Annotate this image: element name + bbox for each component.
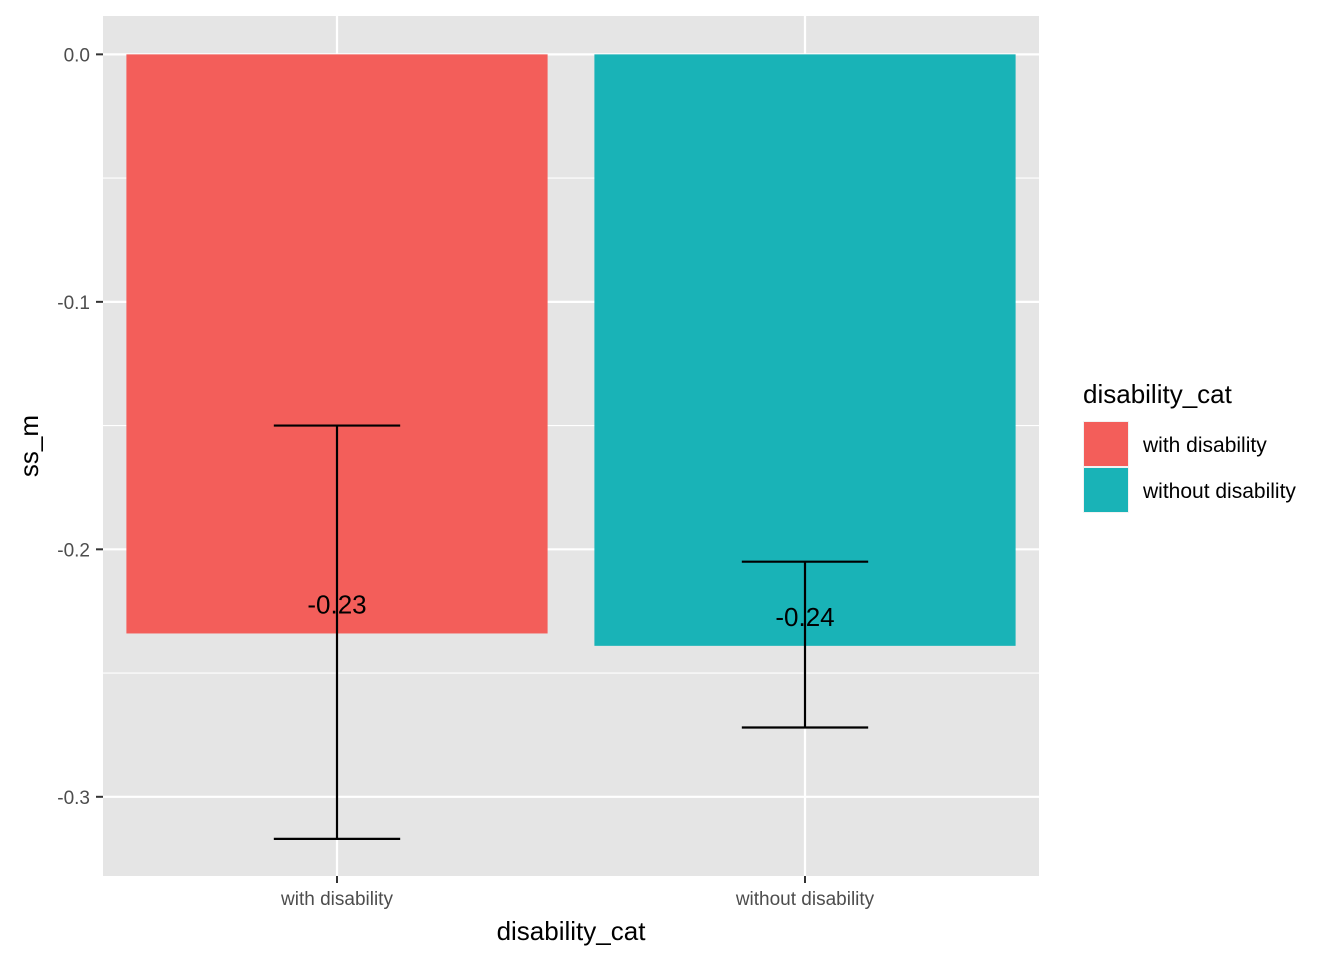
data-label: -0.23 [307, 589, 366, 619]
error-bars [273, 424, 869, 840]
x-tick-label: without disability [735, 889, 875, 910]
y-tick-label: 0.0 [64, 45, 90, 66]
legend-label: without disability [1142, 480, 1296, 503]
x-tick-label: with disability [280, 889, 393, 910]
legend: disability_cat with disability without di… [1083, 379, 1296, 513]
bar [594, 54, 1016, 646]
data-label: -0.24 [775, 602, 834, 632]
x-axis-title: disability_cat [497, 916, 647, 946]
y-axis: 0.0 -0.1 -0.2 -0.3 [57, 45, 103, 809]
data-labels: -0.23 -0.24 [307, 589, 834, 631]
legend-title: disability_cat [1083, 379, 1233, 409]
y-tick-label: -0.1 [57, 293, 90, 314]
y-tick-label: -0.3 [57, 788, 90, 809]
legend-label: with disability [1142, 434, 1267, 457]
y-tick-label: -0.2 [57, 540, 90, 561]
legend-items: with disability without disability [1083, 421, 1296, 513]
legend-swatch [1084, 422, 1128, 466]
legend-swatch [1084, 468, 1128, 512]
y-axis-title: ss_m [14, 415, 44, 477]
x-axis: with disability without disability [280, 876, 875, 910]
